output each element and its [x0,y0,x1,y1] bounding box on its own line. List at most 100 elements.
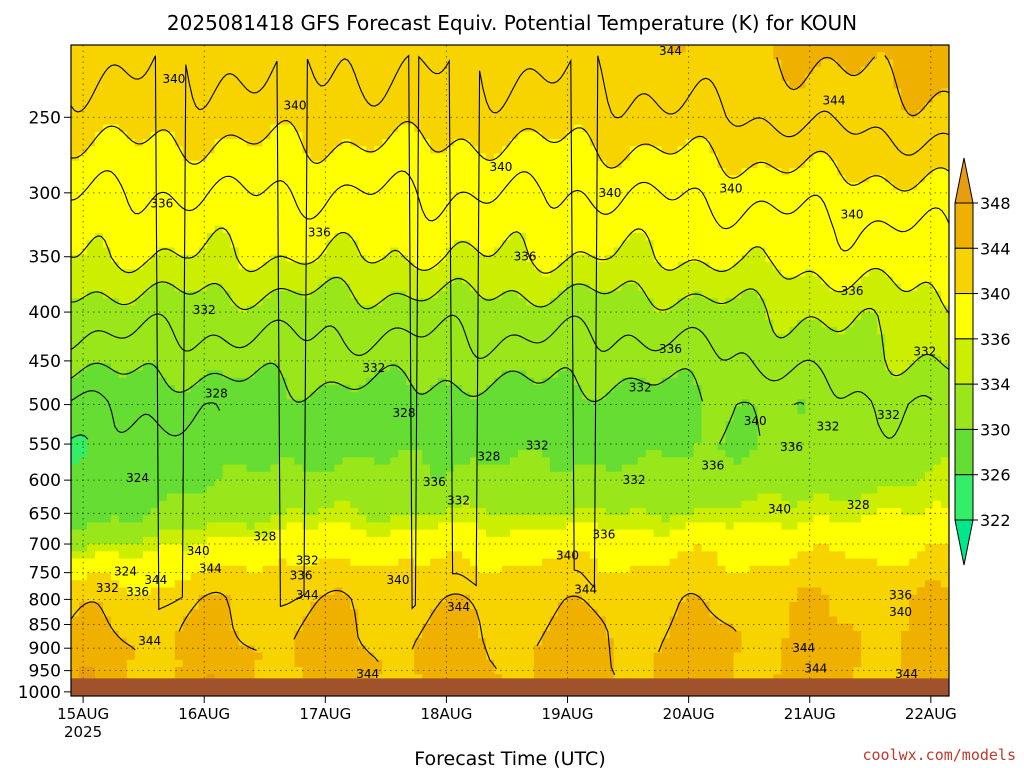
heat-cell [190,645,200,654]
heat-cell [174,392,184,401]
heat-cell [342,630,351,639]
heat-cell [174,254,184,263]
heat-cell [398,189,407,198]
heat-cell [350,189,359,198]
heat-cell [382,471,391,480]
heat-cell [78,471,88,480]
heat-cell [166,413,176,422]
heat-cell [134,341,144,350]
heat-cell [94,486,104,495]
heat-cell [326,442,335,451]
heat-cell [470,435,479,444]
heat-cell [230,450,240,458]
heat-cell [446,88,455,97]
heat-cell [71,551,80,560]
heat-cell [430,544,439,552]
heat-cell [150,471,160,480]
heat-cell [310,153,320,162]
heat-cell [318,305,328,314]
heat-cell [278,167,288,176]
heat-cell [326,450,335,458]
heat-cell [238,124,248,133]
heat-cell [222,247,232,256]
heat-cell [102,363,112,372]
heat-cell [366,536,375,545]
heat-cell [406,486,415,495]
heat-cell [294,479,304,487]
heat-cell [342,204,351,212]
heat-cell [366,486,375,495]
heat-cell [246,139,256,147]
heat-cell [78,276,88,285]
heat-cell [150,384,160,393]
heat-cell [126,66,136,75]
heat-cell [326,601,335,610]
heat-cell [110,551,120,560]
heat-cell [486,233,495,241]
heat-cell [286,95,296,104]
heat-cell [486,486,495,495]
heat-cell [294,182,304,191]
heat-cell [294,139,304,147]
heat-cell [214,73,224,82]
heat-cell [382,298,391,306]
heat-cell [262,59,272,68]
heat-cell [158,196,168,205]
heat-cell [302,616,312,625]
heat-cell [494,73,503,82]
heat-cell [110,218,120,227]
heat-cell [118,218,128,227]
heat-cell [366,630,375,639]
heat-cell [318,146,328,155]
heat-cell [390,674,399,683]
heat-cell [94,435,104,444]
heat-cell [406,500,415,509]
heat-cell [71,110,80,118]
heat-cell [238,262,248,270]
heat-cell [302,587,312,596]
heat-cell [206,565,216,574]
heat-cell [94,167,104,176]
heat-cell [94,290,104,299]
heat-cell [470,182,479,191]
heat-cell [430,616,439,625]
heat-cell [398,413,407,422]
heat-cell [198,124,208,133]
heat-cell [118,457,128,466]
heat-cell [414,204,423,212]
heat-cell [350,175,359,184]
heat-cell [206,73,216,82]
heat-cell [230,435,240,444]
heat-cell [494,630,503,639]
heat-cell [102,160,112,169]
heat-cell [430,464,439,473]
heat-cell [438,262,447,270]
heat-cell [366,167,375,176]
heat-cell [71,52,80,61]
heat-cell [310,399,320,408]
heat-cell [262,262,272,270]
heat-cell [502,544,511,552]
heat-cell [94,247,104,256]
heat-cell [198,117,208,126]
heat-cell [214,522,224,531]
heat-cell [110,110,120,118]
heat-cell [278,160,288,169]
heat-cell [342,645,351,654]
heat-cell [142,428,152,437]
heat-cell [462,88,471,97]
heat-cell [230,88,240,97]
heat-cell [342,102,351,111]
heat-cell [318,573,328,581]
heat-cell [414,298,423,306]
heat-cell [478,638,487,646]
heat-cell [270,204,280,212]
heat-cell [374,175,383,184]
heat-cell [230,587,240,596]
heat-cell [142,522,152,531]
heat-cell [310,638,320,646]
heat-cell [294,319,304,328]
heat-cell [230,486,240,495]
heat-cell [222,428,232,437]
heat-cell [142,471,152,480]
